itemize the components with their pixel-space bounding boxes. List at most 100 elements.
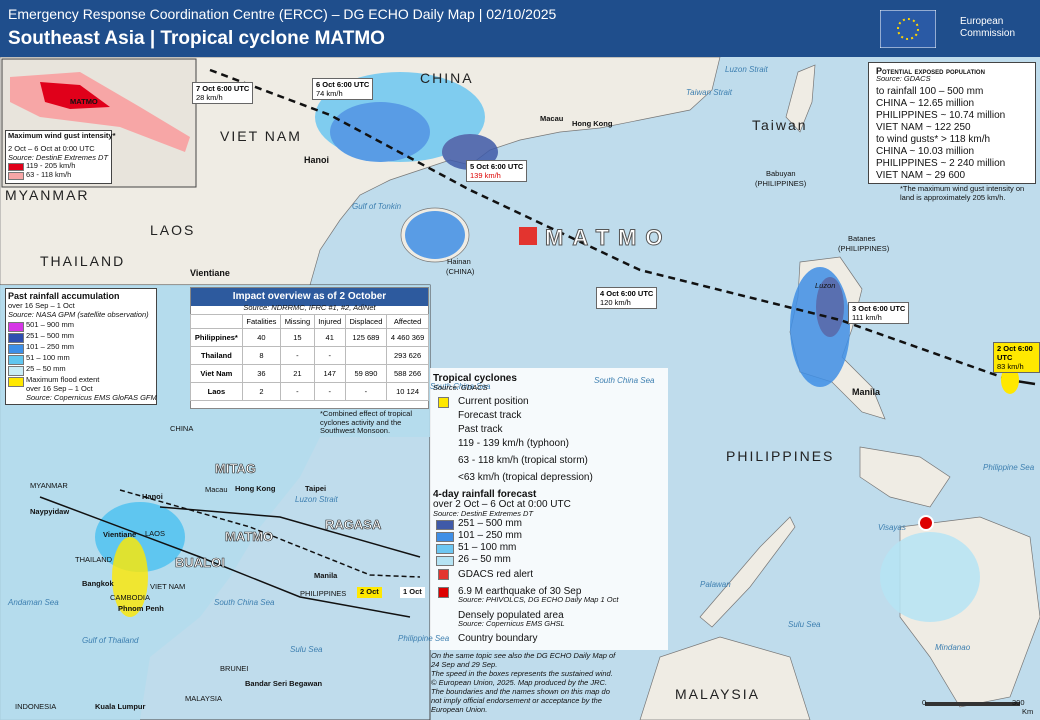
scale-label: Km xyxy=(1022,707,1034,716)
overview-date: 1 Oct xyxy=(400,587,425,598)
track-text: 2 Oct 6:00 UTC xyxy=(997,344,1033,362)
table-cell xyxy=(344,346,388,365)
table-cell: 147 xyxy=(313,364,346,383)
legend-source: Source: PHIVOLCS, DG ECHO Daily Map 1 Oc… xyxy=(458,595,619,604)
place-label: South China Sea xyxy=(430,382,491,391)
track-text: 3 Oct 6:00 UTC xyxy=(852,304,906,313)
overview-label: Sulu Sea xyxy=(290,645,323,654)
table-cell: 125 689 xyxy=(344,328,388,347)
footer-text: The speed in the boxes represents the su… xyxy=(431,669,613,678)
place-label: LAOS xyxy=(150,222,196,238)
rainfall-item: 251 – 500 mm xyxy=(26,331,74,340)
place-label: PHILIPPINES xyxy=(726,448,835,464)
place-label: Gulf of Tonkin xyxy=(352,202,402,211)
legend-symbol xyxy=(438,569,449,580)
legend-item: Forecast track xyxy=(458,410,522,421)
legend-panel xyxy=(430,368,668,650)
track-text: 111 km/h xyxy=(852,313,882,322)
inset-gust-119 xyxy=(40,82,110,109)
place-label: Macau xyxy=(540,114,564,123)
population-heading: to wind gusts* > 118 km/h xyxy=(876,134,991,145)
land-borneo xyxy=(639,636,811,720)
inset-legend-item: 119 - 205 km/h xyxy=(26,161,76,170)
legend-item: 251 – 500 mm xyxy=(458,518,522,529)
track-box: 6 Oct 6:00 UTC 74 km/h xyxy=(312,78,374,100)
table-cell: 2 xyxy=(241,382,282,401)
eu-flag xyxy=(880,10,936,48)
rainfall-item: 501 – 900 mm xyxy=(26,320,74,329)
footer-text: 24 Sep and 29 Sep. xyxy=(431,660,498,669)
impact-title: Impact overview as of 2 October xyxy=(191,288,428,306)
overview-label: MITAG xyxy=(215,461,257,476)
table-cell: - xyxy=(280,346,315,365)
place-label: Hainan xyxy=(447,257,471,266)
place-label: Taiwan Strait xyxy=(686,88,732,97)
overview-label: VIET NAM xyxy=(150,582,186,591)
legend-period: over 2 Oct – 6 Oct at 0:00 UTC xyxy=(433,499,571,510)
table-cell: 10 124 xyxy=(386,382,429,401)
footer-text: not imply official endorsement or accept… xyxy=(431,696,602,705)
table-cell: 293 626 xyxy=(386,346,429,365)
impact-note: *Combined effect of tropical cyclones ac… xyxy=(320,409,412,436)
track-text: 28 km/h xyxy=(196,93,223,102)
population-row: PHILIPPINES ~ 2 240 million xyxy=(876,158,1006,169)
footer-text: The boundaries and the names shown on th… xyxy=(431,687,610,696)
table-cell: 4 460 369 xyxy=(386,328,429,347)
place-label: (PHILIPPINES) xyxy=(755,179,807,188)
population-row: CHINA ~ 10.03 million xyxy=(876,146,975,157)
earthquake xyxy=(918,515,934,531)
land-visayas xyxy=(859,446,951,508)
population-note: *The maximum wind gust intensity on land… xyxy=(900,184,1025,202)
overview-label: Bandar Seri Begawan xyxy=(245,679,323,688)
logo-text: European Commission xyxy=(960,16,1016,39)
table-cell: - xyxy=(313,346,346,365)
table-cell: 21 xyxy=(280,364,315,383)
track-text: 6 Oct 6:00 UTC xyxy=(316,80,370,89)
overview-label: Macau xyxy=(205,485,228,494)
population-row: VIET NAM ~ 122 250 xyxy=(876,122,971,133)
row-header: Philippines* xyxy=(190,328,243,347)
overview-label: CHINA xyxy=(170,424,194,433)
overview-label: South China Sea xyxy=(214,598,275,607)
overview-label: Philippine Sea xyxy=(398,634,450,643)
overview-date: 2 Oct xyxy=(357,587,382,598)
track-text: 120 km/h xyxy=(600,298,631,307)
track-box: 3 Oct 6:00 UTC 111 km/h xyxy=(848,302,910,324)
track-text: 7 Oct 6:00 UTC xyxy=(196,84,250,93)
footer-text: European Union. xyxy=(431,705,488,714)
overview-label: RAGASA xyxy=(325,517,382,532)
overview-label: THAILAND xyxy=(75,555,113,564)
overview-label: MYANMAR xyxy=(30,481,68,490)
legend-swatch xyxy=(8,333,24,343)
legend-source: Source: DestinE Extremes DT xyxy=(433,509,534,518)
legend-item: GDACS red alert xyxy=(458,569,534,580)
legend-item: Current position xyxy=(458,396,529,407)
overview-label: Manila xyxy=(314,571,338,580)
place-label: Hanoi xyxy=(304,155,330,165)
legend-item: Country boundary xyxy=(458,633,538,644)
rainfall-item: 101 – 250 mm xyxy=(26,342,74,351)
overview-label: Naypyidaw xyxy=(30,507,70,516)
overview-label: BRUNEI xyxy=(220,664,249,673)
place-label: Hong Kong xyxy=(572,119,613,128)
place-label: Luzon xyxy=(815,281,836,290)
population-row: CHINA ~ 12.65 million xyxy=(876,98,975,109)
rainfall-panel xyxy=(5,288,157,405)
land-taiwan xyxy=(785,64,816,133)
overview-label: PHILIPPINES xyxy=(300,589,347,598)
inset-legend-period: 2 Oct – 6 Oct at 0:00 UTC xyxy=(8,144,95,153)
rainfall-flood-period: over 16 Sep – 1 Oct xyxy=(26,384,93,393)
track-box: 4 Oct 6:00 UTC 120 km/h xyxy=(596,287,658,309)
impact-table: Fatalities Missing Injured Displaced Affecte… xyxy=(190,314,429,401)
overview-label: Andaman Sea xyxy=(8,598,59,607)
legend-source: Source: GDACS xyxy=(433,383,488,392)
track-text: 139 km/h xyxy=(470,171,501,180)
overview-label: Taipei xyxy=(305,484,327,493)
header: Emergency Response Coordination Centre (… xyxy=(0,0,1040,57)
legend-item: 6.9 M earthquake of 30 Sep xyxy=(458,586,582,597)
inset-legend-item: 63 - 118 km/h xyxy=(26,170,72,179)
overview-label: Vientiane xyxy=(103,530,137,539)
inset-legend-title: Maximum wind gust intensity* xyxy=(8,131,116,140)
rainfall-period: over 16 Sep – 1 Oct xyxy=(8,301,75,310)
